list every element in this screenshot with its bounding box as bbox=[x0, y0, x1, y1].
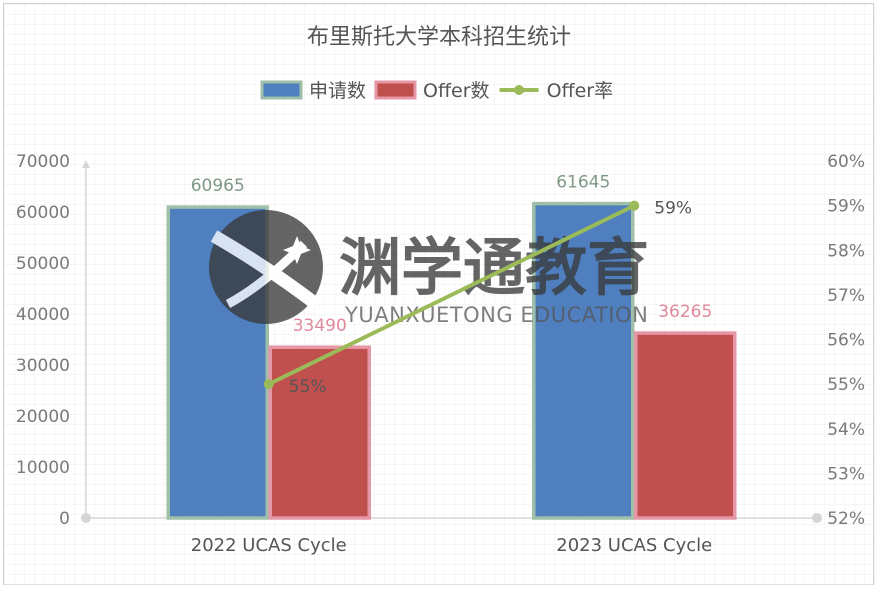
offers-data-label: 36265 bbox=[658, 302, 712, 322]
offer-rate-line bbox=[267, 203, 636, 386]
offer-rate-point bbox=[629, 200, 640, 211]
offers-bar bbox=[634, 331, 737, 520]
y-left-tick-label: 0 bbox=[59, 509, 70, 529]
legend: 申请数 Offer数 Offer率 bbox=[260, 80, 614, 102]
axis-origin-dot bbox=[81, 513, 91, 523]
watermark-cn: 渊学通教育 bbox=[339, 231, 649, 304]
x-tick-label: 2022 UCAS Cycle bbox=[191, 535, 347, 556]
offer-rate-point bbox=[263, 379, 274, 390]
axis-end-dot bbox=[812, 513, 822, 523]
offer-rate-data-label: 59% bbox=[654, 199, 692, 219]
legend-swatch-offers bbox=[374, 80, 417, 100]
bristol-admissions-chart: 布里斯托大学本科招生统计 申请数 Offer数 Offer率 0 10000 20000… bbox=[4, 4, 875, 586]
y-right-tick-label: 56% bbox=[827, 331, 865, 351]
y-left-tick-label: 10000 bbox=[16, 458, 70, 478]
y-left-tick-label: 40000 bbox=[16, 305, 70, 325]
applications-bar bbox=[532, 201, 635, 520]
y-right-tick-label: 53% bbox=[827, 464, 865, 484]
y-axis-arrow-icon bbox=[82, 161, 90, 168]
chart-frame: 布里斯托大学本科招生统计 申请数 Offer数 Offer率 0 10000 20000… bbox=[3, 3, 875, 586]
applications-data-label: 61645 bbox=[556, 173, 610, 193]
axes: 0 10000 20000 30000 40000 50000 60000 70000 52% 5… bbox=[16, 152, 865, 556]
y-right-tick-label: 59% bbox=[827, 197, 865, 217]
offers-bar bbox=[268, 345, 371, 520]
legend-label: Offer率 bbox=[547, 80, 614, 102]
y-left-tick-label: 60000 bbox=[16, 203, 70, 223]
legend-marker-offer-rate bbox=[514, 85, 525, 95]
offers-data-label: 33490 bbox=[293, 316, 347, 336]
y-right-tick-label: 60% bbox=[827, 152, 865, 172]
x-tick-label: 2023 UCAS Cycle bbox=[556, 535, 712, 556]
y-right-tick-label: 55% bbox=[827, 375, 865, 395]
chart-title: 布里斯托大学本科招生统计 bbox=[307, 25, 571, 50]
offer-rate-line-series: 55% 59% bbox=[263, 199, 692, 397]
legend-swatch-applications bbox=[260, 80, 303, 100]
y-left-tick-label: 50000 bbox=[16, 254, 70, 274]
y-right-tick-label: 54% bbox=[827, 420, 865, 440]
y-right-tick-label: 52% bbox=[827, 509, 865, 529]
y-left-tick-label: 20000 bbox=[16, 407, 70, 427]
applications-data-label: 60965 bbox=[191, 176, 245, 196]
y-left-tick-label: 30000 bbox=[16, 356, 70, 376]
watermark-logo-icon bbox=[209, 210, 323, 324]
offer-rate-data-label: 55% bbox=[289, 377, 327, 397]
y-right-tick-label: 57% bbox=[827, 286, 865, 306]
y-right-tick-label: 58% bbox=[827, 241, 865, 261]
legend-label: 申请数 bbox=[309, 80, 366, 102]
legend-label: Offer数 bbox=[423, 80, 490, 102]
y-left-tick-label: 70000 bbox=[16, 152, 70, 172]
